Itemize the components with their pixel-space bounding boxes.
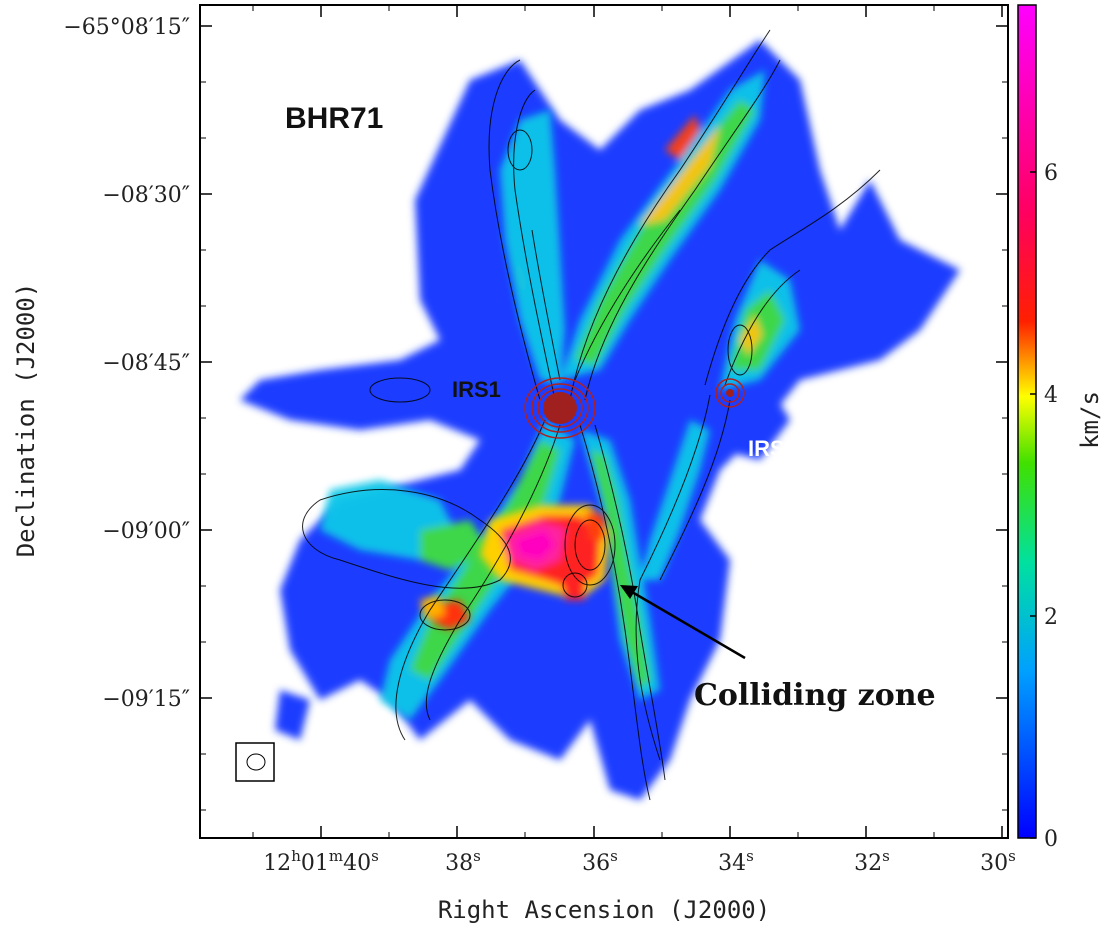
colorbar-tick-label: 0 (1044, 827, 1058, 852)
y-minor-ticks (200, 81, 1008, 811)
x-ticks (320, 5, 1003, 838)
colorbar-ticks (1030, 171, 1036, 839)
colliding-zone-label: Colliding zone (694, 678, 936, 713)
colorbar-tick-label: 4 (1044, 383, 1058, 408)
x-tick-label: 38s (445, 847, 481, 876)
x-tick-label: 32s (854, 847, 890, 876)
x-axis-title: Right Ascension (J2000) (438, 896, 770, 924)
irs1-label: IRS1 (452, 377, 501, 402)
x-tick-label: 36s (582, 847, 618, 876)
colorbar-tick-label: 2 (1044, 605, 1058, 630)
y-axis-title: Declination (J2000) (12, 283, 40, 558)
source-label: BHR71 (285, 102, 383, 135)
y-tick-label: −65°08′15″ (63, 15, 190, 40)
y-tick-label: −09′15″ (102, 687, 190, 712)
velocity-map (240, 29, 960, 801)
colorbar-tick-label: 6 (1044, 161, 1058, 186)
irs2-label: IRS2 (748, 436, 797, 461)
y-tick-label: −09′00″ (102, 519, 190, 544)
x-tick-label: 30s (980, 847, 1016, 876)
colliding-zone-arrow (620, 585, 746, 660)
plot-frame (199, 4, 1009, 839)
colorbar (1017, 4, 1037, 839)
x-tick-label: 34s (718, 847, 754, 876)
y-ticks (200, 25, 1008, 699)
y-tick-label: −08′30″ (102, 183, 190, 208)
beam-symbol (235, 742, 275, 782)
x-minor-ticks (252, 5, 935, 838)
colorbar-label: km/s (1076, 391, 1104, 449)
y-tick-label: −08′45″ (102, 351, 190, 376)
x-tick-label: 12h01m40s (263, 847, 379, 876)
